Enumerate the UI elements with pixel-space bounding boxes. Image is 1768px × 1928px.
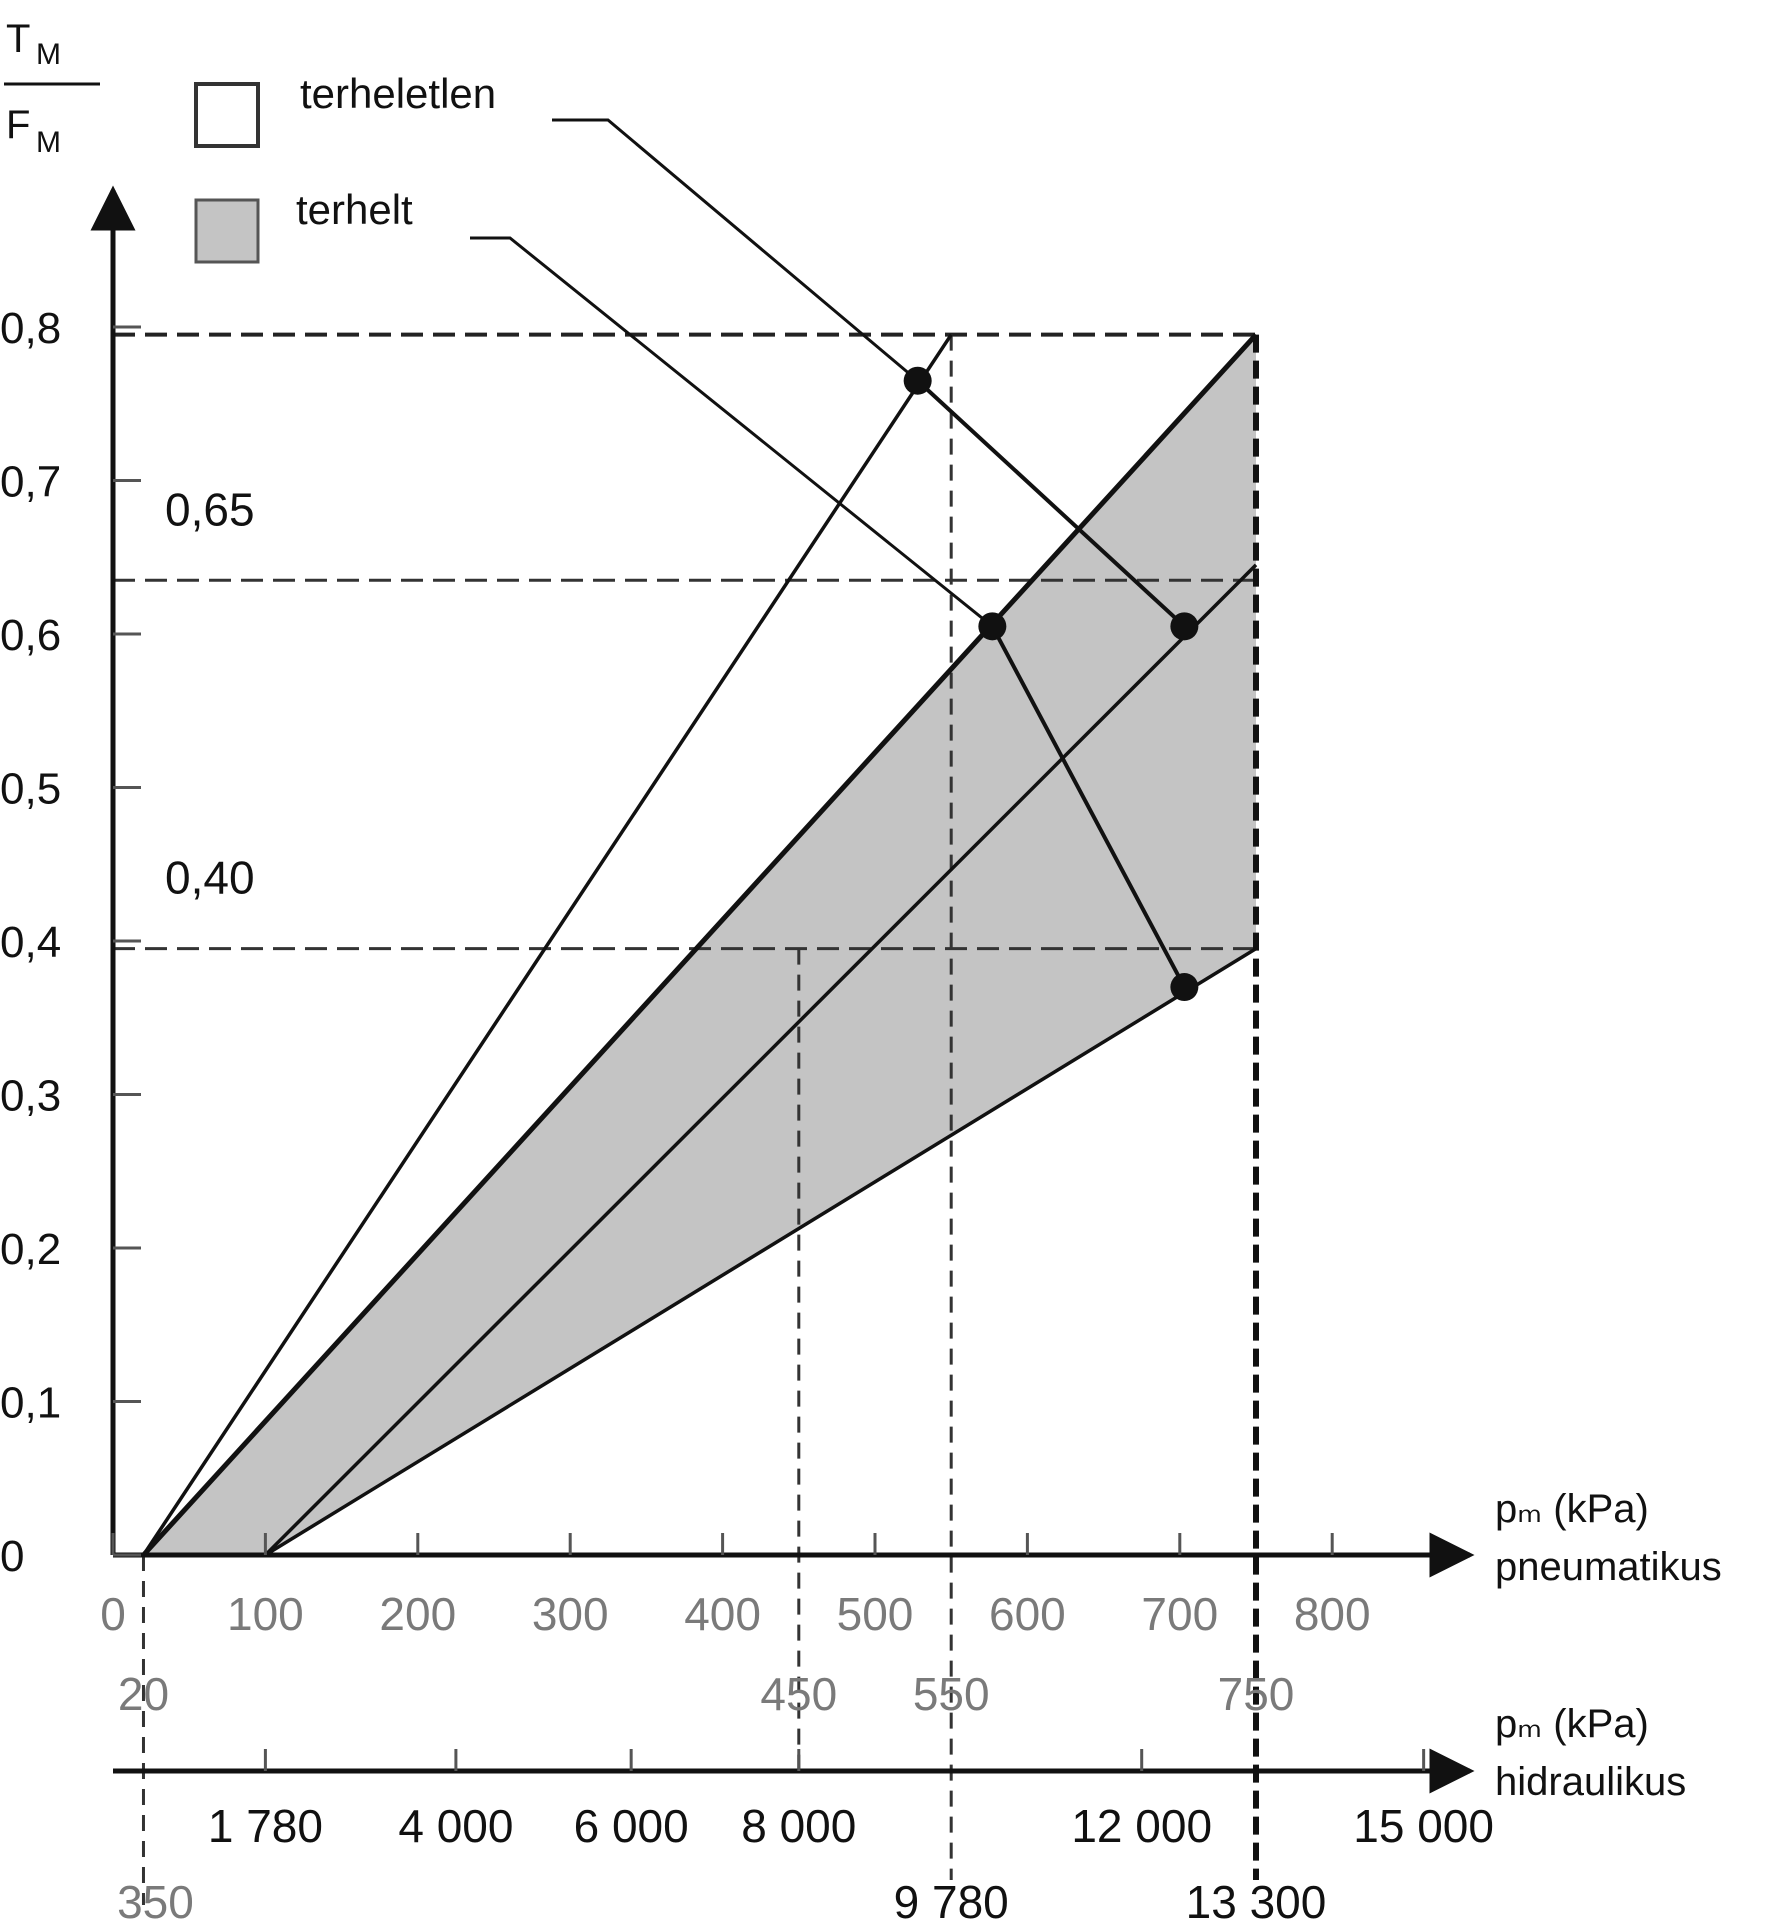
y-tick-label-3: 0,3 (0, 1072, 61, 1121)
x-hydraulic-name: hidraulikus (1495, 1760, 1686, 1804)
y-title-bottom: F (6, 103, 30, 147)
series-line-2 (264, 563, 1258, 1557)
x-pneumatic-unit: pₘ (kPa) (1495, 1487, 1649, 1531)
legend-swatch-terhelt (194, 198, 260, 264)
h-lower-label-1: 9 780 (894, 1876, 1009, 1928)
marked-point-1 (978, 612, 1007, 641)
x-pneumatic-name: pneumatikus (1495, 1545, 1722, 1589)
x-tick-label-8: 800 (1294, 1588, 1371, 1640)
x-tick-label-2: 200 (379, 1588, 456, 1640)
h-tick-label-1: 4 000 (398, 1800, 513, 1852)
marked-point-2 (1170, 612, 1199, 641)
legend-swatch-terheletlen (194, 82, 260, 148)
legend: terheletlen terhelt (194, 70, 496, 264)
y-tick-label-6: 0,6 (0, 611, 61, 660)
x-tick-label-6: 600 (989, 1588, 1066, 1640)
reference-label-1: 0,40 (165, 852, 255, 904)
y-tick-label-0: 0 (0, 1532, 24, 1581)
legend-label-terheletlen: terheletlen (300, 70, 496, 117)
labels-layer: 0,65 0,40 0 0,1 0,2 0,3 0,4 0,5 0,6 0,7 0,8 0 100 200… (0, 304, 1494, 1928)
connector-terheletlen (916, 379, 1186, 628)
series-line-0 (142, 333, 953, 1556)
h-tick-label-5: 15 000 (1353, 1800, 1494, 1852)
leader-terheletlen (552, 118, 919, 382)
y-tick-label-8: 0,8 (0, 304, 61, 353)
marked-point-0 (903, 366, 932, 395)
y-tick-label-7: 0,7 (0, 458, 61, 507)
y-title-top-sub: M (36, 38, 61, 71)
marked-points-layer (903, 366, 1199, 1002)
reference-lines-layer (113, 332, 1259, 1905)
axes-layer (90, 185, 1475, 1794)
x-tick-label-1: 100 (227, 1588, 304, 1640)
series-lines-layer (141, 118, 1258, 1557)
y-tick-label-2: 0,2 (0, 1225, 61, 1274)
x-tick-label-3: 300 (532, 1588, 609, 1640)
h-tick-label-0: 1 780 (208, 1800, 323, 1852)
x-hydraulic-unit: pₘ (kPa) (1495, 1702, 1649, 1746)
x-marked-label-3: 750 (1218, 1668, 1295, 1720)
x-tick-label-4: 400 (684, 1588, 761, 1640)
x-marked-label-0: 20 (118, 1668, 169, 1720)
marked-point-3 (1170, 973, 1199, 1002)
leader-terhelt (470, 236, 994, 628)
reference-label-0: 0,65 (165, 483, 255, 535)
y-title-bottom-sub: M (36, 126, 61, 159)
h-tick-label-3: 8 000 (741, 1800, 856, 1852)
x-axis-hydraulic-title: pₘ (kPa) hidraulikus (1495, 1702, 1686, 1804)
y-tick-label-1: 0,1 (0, 1379, 61, 1428)
h-lower-label-0: 350 (117, 1876, 194, 1928)
h-tick-label-4: 12 000 (1071, 1800, 1212, 1852)
y-tick-label-5: 0,5 (0, 765, 61, 814)
connector-terhelt (990, 625, 1187, 988)
h-lower-label-2: 13 300 (1186, 1876, 1327, 1928)
x-tick-label-7: 700 (1141, 1588, 1218, 1640)
x-axis-pneumatic-title: pₘ (kPa) pneumatikus (1495, 1487, 1722, 1589)
series-line-3 (264, 947, 1257, 1557)
series-line-1 (141, 332, 1258, 1557)
x-tick-label-5: 500 (837, 1588, 914, 1640)
x-tick-label-0: 0 (100, 1588, 126, 1640)
y-axis-title: T M F M (4, 17, 100, 159)
y-tick-label-4: 0,4 (0, 918, 61, 967)
legend-label-terhelt: terhelt (296, 186, 413, 233)
h-tick-label-2: 6 000 (574, 1800, 689, 1852)
y-title-top: T (6, 17, 30, 61)
x-marked-label-2: 550 (913, 1668, 990, 1720)
x-marked-label-1: 450 (760, 1668, 837, 1720)
